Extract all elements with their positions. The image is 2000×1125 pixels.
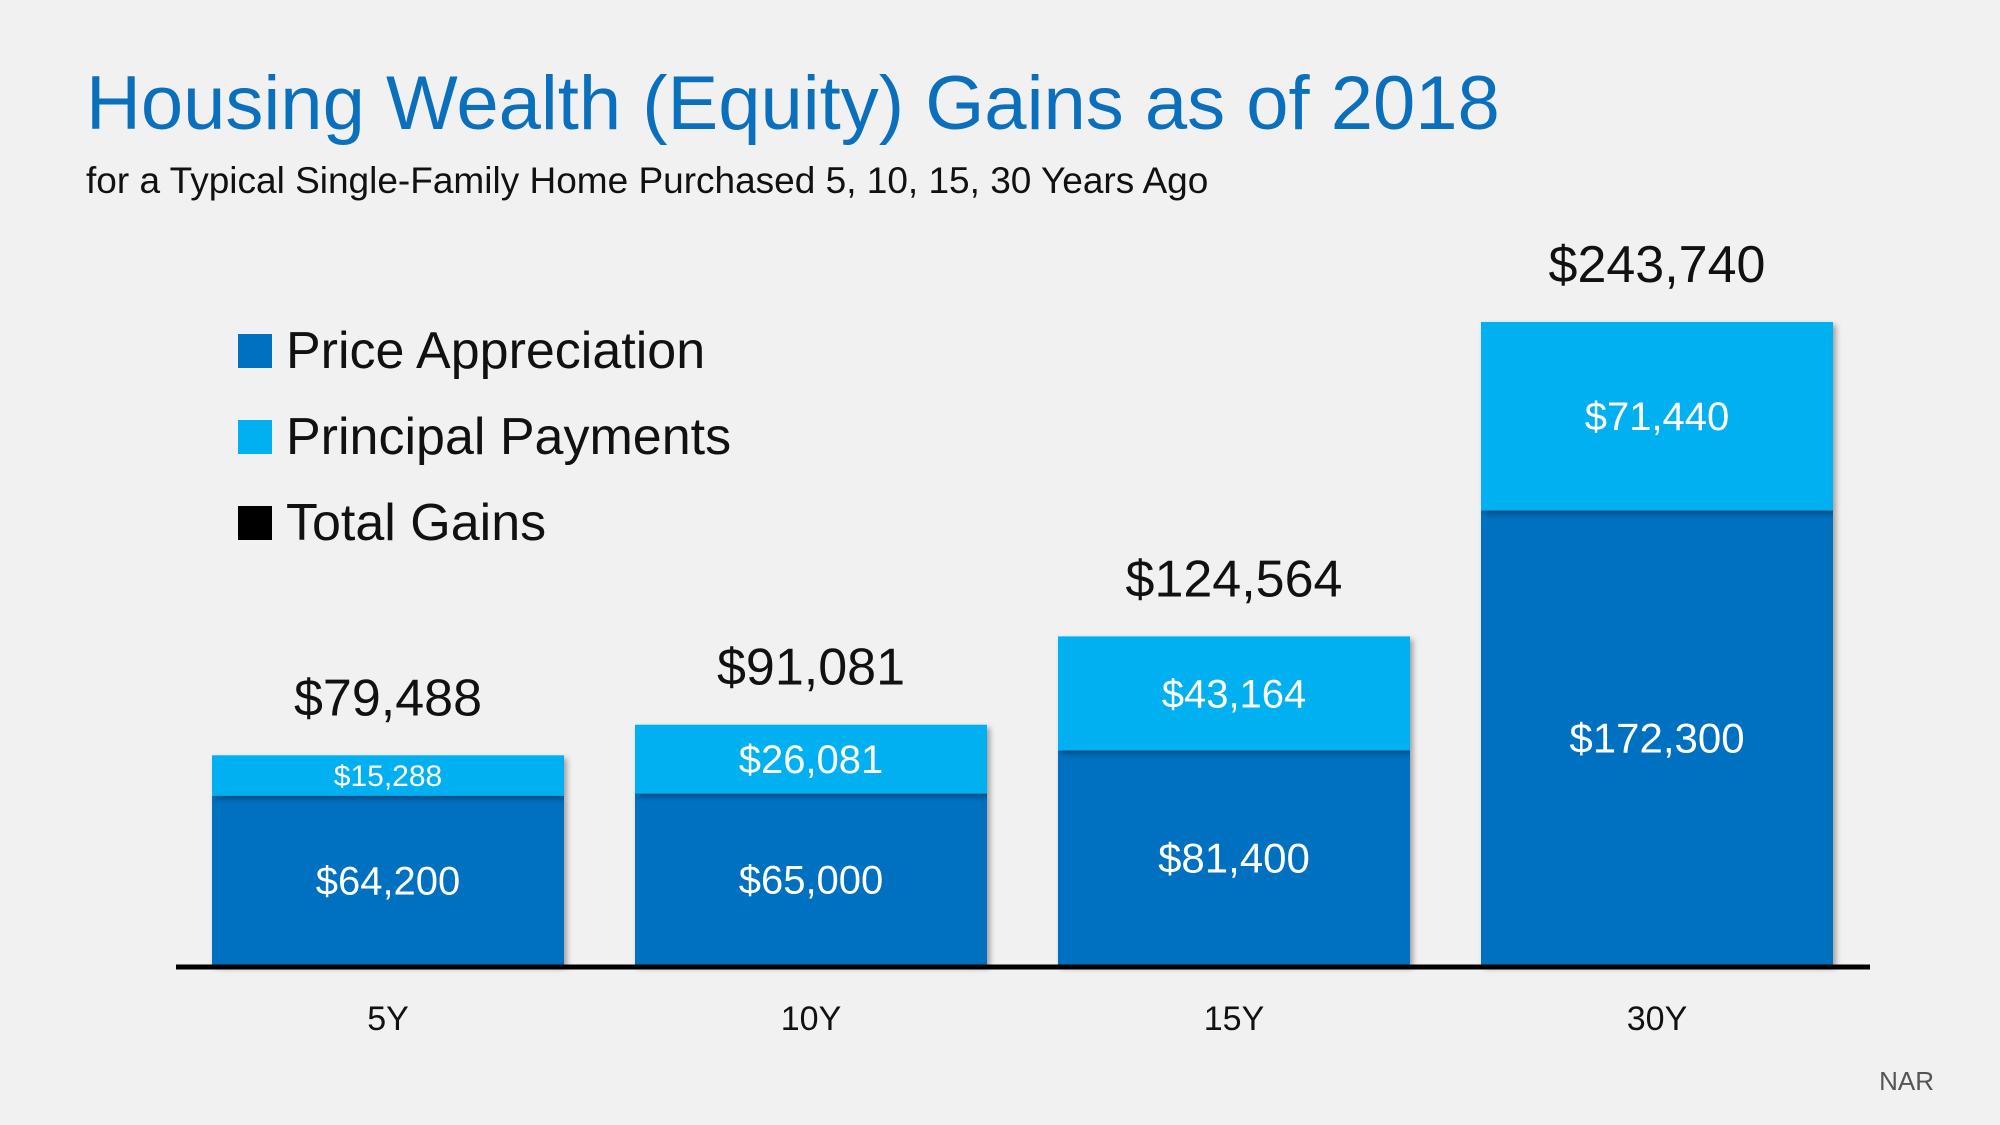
legend-item-price-appreciation: Price Appreciation <box>238 308 731 394</box>
x-tick-label-30y: 30Y <box>1627 1000 1688 1038</box>
total-label-5y: $79,488 <box>294 669 482 727</box>
bar-segment-principal-payments-10y <box>635 724 987 794</box>
bar-segment-price-appreciation-30y <box>1481 510 1833 965</box>
x-tick-label-5y: 5Y <box>367 1000 409 1038</box>
legend-item-total-gains: Total Gains <box>238 480 731 566</box>
data-label-principal-payments-30y: $71,440 <box>1585 395 1730 439</box>
chart-title: Housing Wealth (Equity) Gains as of 2018 <box>86 61 1500 146</box>
data-label-principal-payments-15y: $43,164 <box>1162 672 1307 716</box>
bar-segment-price-appreciation-15y <box>1058 750 1410 965</box>
total-label-15y: $124,564 <box>1126 550 1343 608</box>
data-label-price-appreciation-5y: $64,200 <box>316 859 461 903</box>
legend-swatch-principal-payments <box>238 420 272 454</box>
legend-item-principal-payments: Principal Payments <box>238 394 731 480</box>
legend-swatch-total-gains <box>238 506 272 540</box>
data-label-price-appreciation-30y: $172,300 <box>1569 714 1744 761</box>
data-label-price-appreciation-10y: $65,000 <box>739 858 884 902</box>
bar-segment-principal-payments-30y <box>1481 322 1833 511</box>
legend-label-price-appreciation: Price Appreciation <box>286 322 706 380</box>
chart-subtitle: for a Typical Single-Family Home Purchas… <box>86 160 1209 201</box>
legend-label-principal-payments: Principal Payments <box>286 408 732 466</box>
bar-segment-price-appreciation-5y <box>212 795 564 965</box>
bar-segment-principal-payments-15y <box>1058 636 1410 751</box>
bar-segment-principal-payments-5y <box>212 755 564 796</box>
total-label-10y: $91,081 <box>717 639 905 697</box>
data-label-principal-payments-5y: $15,288 <box>334 760 442 793</box>
data-label-price-appreciation-15y: $81,400 <box>1158 834 1310 881</box>
total-label-30y: $243,740 <box>1549 236 1766 294</box>
data-label-principal-payments-10y: $26,081 <box>739 738 884 782</box>
legend: Price Appreciation Principal Payments To… <box>238 308 731 566</box>
source-label: NAR <box>1879 1066 1934 1096</box>
legend-swatch-price-appreciation <box>238 334 272 368</box>
bar-segment-price-appreciation-10y <box>635 793 987 965</box>
x-tick-label-15y: 15Y <box>1204 1000 1265 1038</box>
x-tick-label-10y: 10Y <box>781 1000 842 1038</box>
legend-label-total-gains: Total Gains <box>286 494 547 552</box>
